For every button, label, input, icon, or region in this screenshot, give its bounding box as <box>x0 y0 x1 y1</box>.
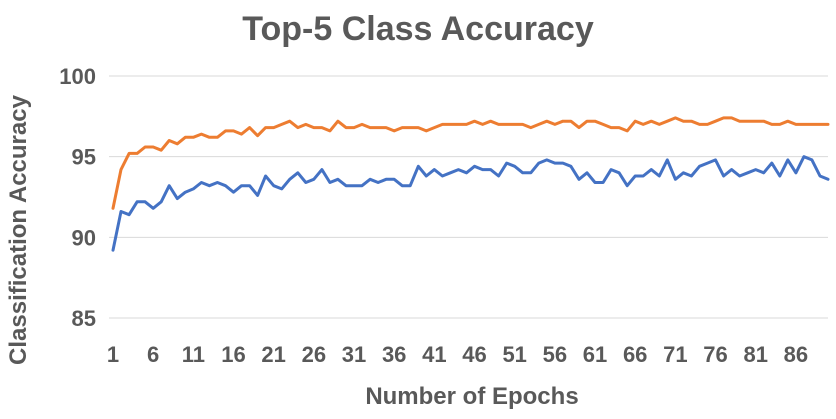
x-axis-title: Number of Epochs <box>365 383 578 410</box>
y-axis-title: Classification Accuracy <box>5 94 32 365</box>
x-tick-label: 66 <box>623 342 647 367</box>
x-tick-label: 26 <box>302 342 326 367</box>
y-tick-label: 85 <box>72 306 96 331</box>
y-tick-label: 100 <box>59 64 96 89</box>
series-line-1 <box>111 116 830 210</box>
x-tick-label: 21 <box>261 342 285 367</box>
x-axis-tick-labels: 1 6 11 16 21 26 31 36 41 46 51 56 61 66 71 76 81 86 <box>107 342 808 367</box>
y-axis-tick-labels: 85 90 95 100 <box>59 64 96 331</box>
x-tick-label: 86 <box>784 342 808 367</box>
series-line-2 <box>111 155 830 252</box>
chart-title: Top-5 Class Accuracy <box>242 10 594 48</box>
x-tick-label: 31 <box>342 342 366 367</box>
gridlines <box>109 75 828 319</box>
x-tick-label: 61 <box>583 342 607 367</box>
x-tick-label: 1 <box>107 342 119 367</box>
x-tick-label: 16 <box>221 342 245 367</box>
x-tick-label: 56 <box>543 342 567 367</box>
x-tick-label: 76 <box>703 342 727 367</box>
y-tick-label: 95 <box>72 145 96 170</box>
x-tick-label: 81 <box>743 342 767 367</box>
series-lines <box>111 116 830 252</box>
x-tick-label: 46 <box>462 342 486 367</box>
x-tick-label: 41 <box>422 342 446 367</box>
x-tick-label: 36 <box>382 342 406 367</box>
y-tick-label: 90 <box>72 225 96 250</box>
x-tick-label: 71 <box>663 342 687 367</box>
x-tick-label: 6 <box>147 342 159 367</box>
x-tick-label: 11 <box>182 342 205 367</box>
x-tick-label: 51 <box>502 342 526 367</box>
